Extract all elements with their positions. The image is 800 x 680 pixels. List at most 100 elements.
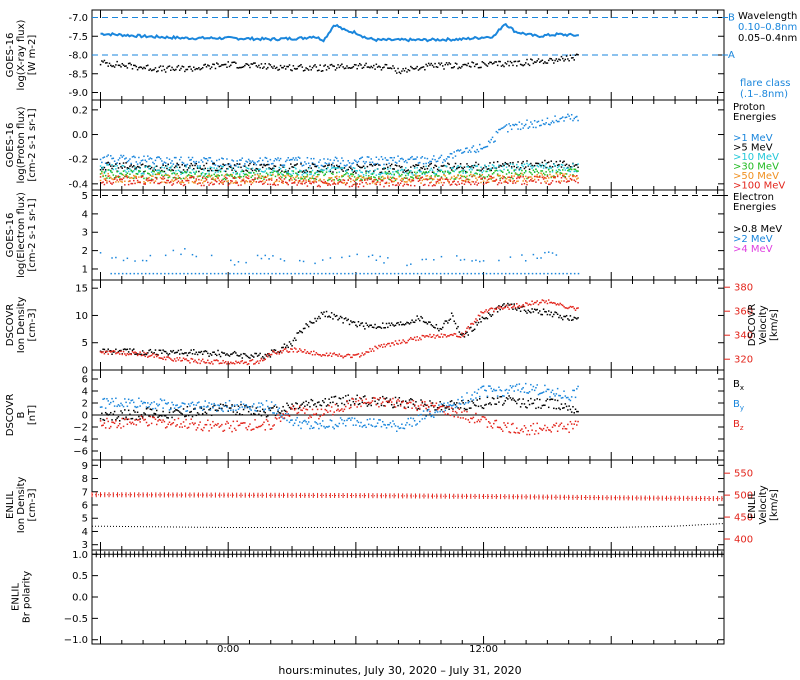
data-point — [433, 155, 435, 157]
data-point — [429, 177, 431, 180]
data-point — [269, 356, 272, 358]
data-point — [284, 176, 287, 179]
data-point — [230, 64, 232, 66]
data-point — [107, 65, 109, 67]
data-point — [394, 70, 397, 72]
data-point — [124, 180, 126, 183]
data-point — [232, 362, 235, 364]
data-point — [352, 398, 355, 400]
data-point — [219, 181, 222, 183]
data-point — [528, 176, 531, 178]
data-point — [208, 184, 210, 186]
data-point — [551, 171, 554, 173]
data-point — [140, 354, 143, 357]
data-point — [172, 249, 175, 252]
data-point — [452, 66, 454, 69]
data-point — [390, 67, 393, 70]
data-point — [202, 272, 204, 275]
data-point — [343, 355, 346, 358]
data-point — [323, 169, 325, 171]
data-point — [182, 66, 185, 68]
data-point — [260, 257, 263, 260]
data-point — [231, 180, 233, 182]
data-point — [362, 66, 365, 69]
data-point — [577, 54, 579, 56]
data-point — [373, 64, 375, 67]
data-point — [518, 398, 521, 400]
data-point — [522, 305, 524, 308]
data-point — [108, 403, 111, 405]
data-point — [527, 63, 530, 65]
data-point — [212, 163, 214, 165]
data-point — [495, 166, 498, 169]
data-point — [512, 180, 514, 183]
data-point — [218, 407, 221, 409]
data-point — [288, 64, 291, 66]
data-point — [412, 338, 415, 341]
data-point — [371, 326, 374, 328]
data-point — [170, 69, 172, 71]
data-point — [227, 168, 229, 170]
data-point — [406, 421, 408, 424]
data-point — [356, 177, 358, 179]
data-point — [210, 166, 213, 169]
data-point — [321, 181, 324, 184]
data-point — [260, 424, 263, 427]
data-point — [560, 163, 563, 166]
data-point — [328, 354, 330, 356]
data-point — [336, 177, 338, 180]
data-point — [287, 174, 289, 177]
data-point — [499, 389, 501, 391]
data-point — [407, 406, 410, 408]
data-point — [504, 177, 507, 179]
data-point — [501, 163, 504, 165]
data-point — [176, 163, 178, 166]
data-point — [296, 163, 298, 165]
data-point — [495, 169, 498, 172]
data-point — [416, 164, 418, 167]
data-point — [535, 175, 537, 178]
data-point — [535, 168, 537, 171]
data-point — [353, 63, 356, 66]
data-point — [268, 423, 270, 426]
data-point — [226, 167, 228, 170]
data-point — [551, 302, 554, 304]
data-point — [278, 159, 281, 162]
y-axis-label-line: [cm-2 s-1 sr-1] — [27, 108, 38, 181]
data-point — [190, 174, 192, 177]
data-point — [547, 168, 550, 171]
data-point — [382, 272, 384, 275]
data-point — [390, 180, 393, 183]
y-tick-label: 6 — [82, 375, 88, 386]
data-point — [533, 119, 536, 122]
data-point — [186, 163, 189, 166]
data-point — [201, 161, 204, 163]
data-point — [439, 169, 441, 171]
data-point — [556, 174, 559, 176]
data-point — [516, 383, 518, 386]
data-point — [383, 397, 385, 400]
data-point — [195, 404, 198, 406]
data-point — [357, 177, 360, 179]
data-point — [244, 173, 246, 176]
data-point — [309, 272, 312, 275]
data-point — [259, 410, 261, 412]
y-tick-label: 4 — [82, 387, 88, 398]
data-point — [471, 394, 473, 396]
data-point — [194, 272, 197, 275]
data-point — [394, 161, 397, 164]
data-point — [241, 169, 244, 172]
data-point — [267, 405, 269, 408]
data-point — [288, 175, 291, 178]
data-point — [187, 66, 190, 68]
data-point — [270, 349, 273, 351]
data-point — [281, 173, 283, 175]
data-point — [364, 162, 366, 165]
data-point — [171, 351, 173, 353]
data-point — [321, 313, 324, 315]
data-point — [259, 425, 261, 428]
data-point — [431, 171, 434, 173]
data-point — [237, 408, 240, 411]
legend-entry: >10 MeV — [733, 152, 779, 163]
data-point — [572, 389, 574, 392]
